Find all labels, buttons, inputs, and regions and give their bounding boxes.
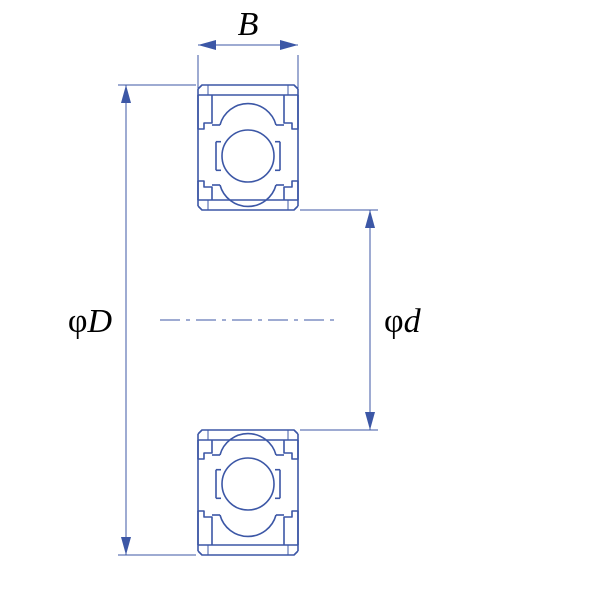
- width-label: B: [238, 6, 259, 43]
- bearing-cross-section-diagram: BφD φd: [0, 0, 600, 600]
- inner-diameter-label: φd: [384, 303, 422, 340]
- outer-diameter-label: φD: [68, 303, 113, 340]
